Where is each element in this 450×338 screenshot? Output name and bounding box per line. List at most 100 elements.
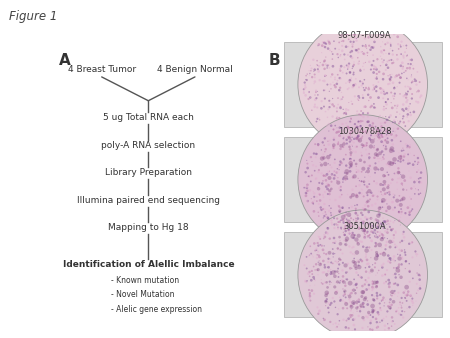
- Point: [314, 267, 321, 273]
- Point: [404, 293, 411, 298]
- Point: [350, 140, 357, 145]
- Point: [402, 292, 410, 297]
- Point: [329, 114, 336, 119]
- Point: [324, 63, 331, 68]
- Point: [320, 143, 328, 148]
- Point: [305, 271, 312, 276]
- Point: [318, 207, 325, 213]
- Point: [320, 40, 327, 45]
- Point: [389, 318, 396, 324]
- Point: [365, 125, 372, 130]
- Point: [342, 295, 349, 300]
- Point: [356, 274, 364, 279]
- Point: [321, 202, 328, 207]
- Point: [397, 63, 405, 69]
- Point: [351, 136, 358, 142]
- Point: [382, 120, 389, 125]
- Point: [314, 252, 321, 258]
- Point: [416, 283, 423, 289]
- Point: [368, 103, 375, 109]
- Point: [396, 80, 403, 86]
- Point: [375, 209, 382, 214]
- Text: 4 Breast Tumor: 4 Breast Tumor: [68, 65, 136, 74]
- Point: [354, 213, 361, 218]
- Point: [339, 260, 346, 266]
- Point: [392, 275, 399, 280]
- Point: [329, 56, 336, 62]
- Point: [375, 134, 382, 140]
- Point: [399, 300, 406, 306]
- Point: [306, 71, 314, 76]
- Point: [323, 296, 330, 302]
- Point: [360, 179, 367, 185]
- Point: [338, 277, 346, 283]
- Point: [391, 291, 398, 296]
- Point: [315, 186, 322, 191]
- Point: [349, 42, 356, 47]
- Point: [352, 124, 359, 129]
- Point: [353, 144, 360, 149]
- Point: [363, 330, 370, 335]
- Point: [332, 46, 339, 51]
- Point: [355, 46, 362, 52]
- Point: [411, 178, 418, 184]
- Point: [323, 230, 330, 235]
- Point: [374, 222, 382, 227]
- Point: [344, 52, 351, 58]
- Point: [356, 264, 363, 270]
- Point: [377, 151, 384, 156]
- Point: [369, 223, 376, 228]
- Point: [316, 180, 323, 186]
- Point: [326, 41, 333, 46]
- Point: [345, 219, 352, 224]
- Point: [303, 278, 310, 284]
- Point: [403, 95, 410, 100]
- Point: [301, 263, 308, 268]
- Point: [352, 208, 360, 213]
- Point: [346, 165, 353, 170]
- Point: [359, 92, 366, 98]
- Point: [391, 133, 398, 139]
- Point: [401, 49, 409, 55]
- Point: [374, 147, 381, 153]
- Point: [405, 161, 412, 166]
- Point: [334, 226, 342, 231]
- Point: [366, 221, 373, 226]
- Point: [360, 290, 367, 295]
- Point: [374, 279, 381, 284]
- Point: [306, 188, 314, 193]
- Point: [373, 280, 380, 285]
- Point: [307, 63, 314, 68]
- Point: [310, 291, 318, 296]
- Point: [314, 92, 321, 98]
- Point: [350, 39, 357, 45]
- Point: [383, 132, 390, 137]
- Point: [404, 143, 411, 148]
- Point: [378, 86, 385, 92]
- Point: [354, 216, 361, 221]
- Point: [402, 90, 410, 96]
- Point: [336, 133, 343, 139]
- Point: [318, 50, 325, 55]
- Point: [348, 142, 355, 148]
- Point: [326, 104, 333, 110]
- Point: [321, 265, 328, 270]
- Point: [342, 216, 350, 221]
- Point: [386, 51, 393, 56]
- Point: [358, 210, 365, 216]
- Point: [315, 191, 323, 197]
- Point: [415, 167, 422, 173]
- Point: [391, 281, 398, 287]
- Point: [365, 151, 373, 156]
- Point: [377, 128, 384, 133]
- Point: [374, 138, 381, 143]
- Point: [342, 80, 350, 86]
- Point: [350, 259, 357, 264]
- Point: [406, 142, 414, 148]
- Point: [305, 174, 312, 179]
- Point: [356, 78, 364, 84]
- Point: [337, 68, 344, 73]
- Point: [396, 198, 404, 203]
- Point: [342, 174, 349, 180]
- Point: [382, 138, 389, 143]
